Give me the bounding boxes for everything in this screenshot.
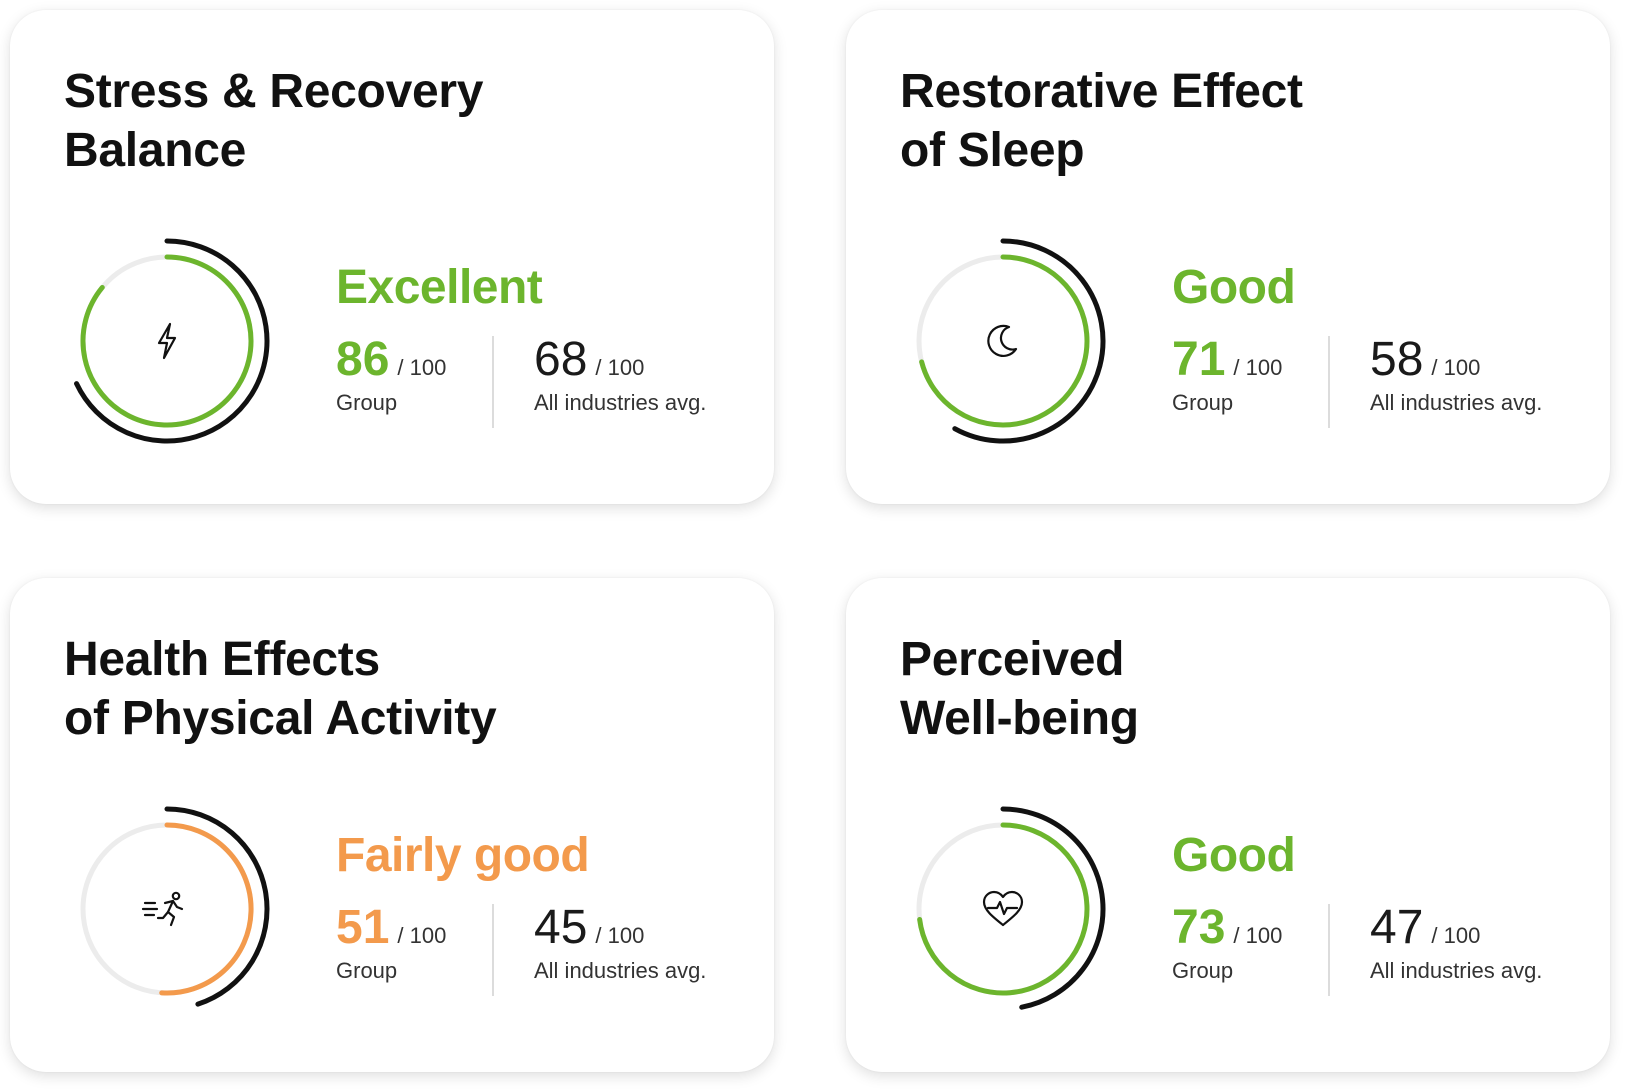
score-denominator: / 100 (1431, 923, 1481, 948)
industry-avg-score: 58 / 100 All industries avg. (1370, 332, 1542, 416)
card-title-line: Health Effects (64, 633, 380, 686)
group-score-label: Group (336, 958, 398, 983)
ring-group-arc (919, 254, 1090, 428)
running-person-icon (141, 891, 184, 927)
score-ring (916, 806, 1106, 1010)
score-denominator: / 100 (397, 355, 447, 380)
industry-avg-score: 45 / 100 All industries avg. (534, 900, 706, 984)
card-title-line: Stress & Recovery (64, 65, 484, 118)
industry-avg-value: 47 (1370, 901, 1424, 954)
industry-avg-label: All industries avg. (534, 390, 707, 415)
moon-icon (987, 324, 1018, 357)
score-denominator: / 100 (595, 355, 645, 380)
industry-avg-score: 47 / 100 All industries avg. (1370, 900, 1542, 984)
ring-group-arc (917, 822, 1090, 996)
score-card-stress-recovery[interactable]: Stress & Recovery Balance Excellent 86 / … (10, 10, 774, 504)
group-score: 51 / 100 Group (336, 900, 446, 984)
lightning-icon (157, 322, 177, 360)
card-title-line: of Sleep (900, 124, 1085, 177)
ring-avg-arc (164, 806, 270, 1007)
stat-divider (1328, 904, 1330, 996)
industry-avg-score: 68 / 100 All industries avg. (534, 332, 706, 416)
ring-group-arc (159, 822, 254, 996)
group-score-value: 86 (336, 333, 390, 386)
group-score-value: 73 (1172, 901, 1226, 954)
score-card-well-being[interactable]: Perceived Well-being Good 73/ 100 Group … (846, 578, 1610, 1072)
rating-label: Excellent (336, 261, 543, 314)
stat-divider (492, 904, 494, 996)
group-score: 71 / 100 Group (1172, 332, 1282, 416)
score-ring (80, 806, 270, 1007)
industry-avg-value: 45 (534, 901, 588, 954)
industry-avg-label: All industries avg. (1370, 390, 1543, 415)
ring-avg-arc (1000, 806, 1106, 1010)
ring-group-arc (80, 254, 254, 428)
card-title-line: Restorative Effect (900, 65, 1303, 118)
score-ring (916, 238, 1106, 444)
industry-avg-value: 68 (534, 333, 588, 386)
score-denominator: / 100 (1233, 355, 1283, 380)
score-denominator: / 100 (397, 923, 447, 948)
group-score-value: 71 (1172, 333, 1226, 386)
industry-avg-label: All industries avg. (1370, 958, 1543, 983)
group-score-label: Group (1172, 390, 1234, 415)
ring-avg-arc (952, 238, 1106, 444)
card-title: Stress & Recovery Balance (64, 62, 704, 180)
group-score: 86 / 100 Group (336, 332, 446, 416)
group-score: 73 / 100 Group (1172, 900, 1282, 984)
score-ring (74, 238, 270, 444)
card-title: Restorative Effect of Sleep (900, 62, 1540, 180)
stat-divider (492, 336, 494, 428)
group-score-label: Group (1172, 958, 1234, 983)
card-title-line: Perceived (900, 633, 1125, 686)
card-title-line: Balance (64, 124, 247, 177)
heart-pulse-icon (982, 890, 1024, 927)
card-title: Health Effects of Physical Activity (64, 630, 704, 748)
score-denominator: / 100 (1233, 923, 1283, 948)
card-title: Perceived Well-being (900, 630, 1540, 748)
group-score-label: Group (336, 390, 398, 415)
card-title-line: Well-being (900, 692, 1139, 745)
rating-label: Good (1172, 261, 1296, 314)
score-denominator: / 100 (1431, 355, 1481, 380)
score-card-physical-activity[interactable]: Health Effects of Physical Activity Fair… (10, 578, 774, 1072)
rating-label: Good (1172, 829, 1296, 882)
stat-divider (1328, 336, 1330, 428)
card-title-line: of Physical Activity (64, 692, 497, 745)
group-score-value: 51 (336, 901, 390, 954)
rating-label: Fairly good (336, 829, 590, 882)
ring-avg-arc (74, 238, 270, 444)
industry-avg-label: All industries avg. (534, 958, 707, 983)
score-denominator: / 100 (595, 923, 645, 948)
score-card-sleep[interactable]: Restorative Effect of Sleep Good 71 / 100… (846, 10, 1610, 504)
industry-avg-value: 58 (1370, 333, 1424, 386)
